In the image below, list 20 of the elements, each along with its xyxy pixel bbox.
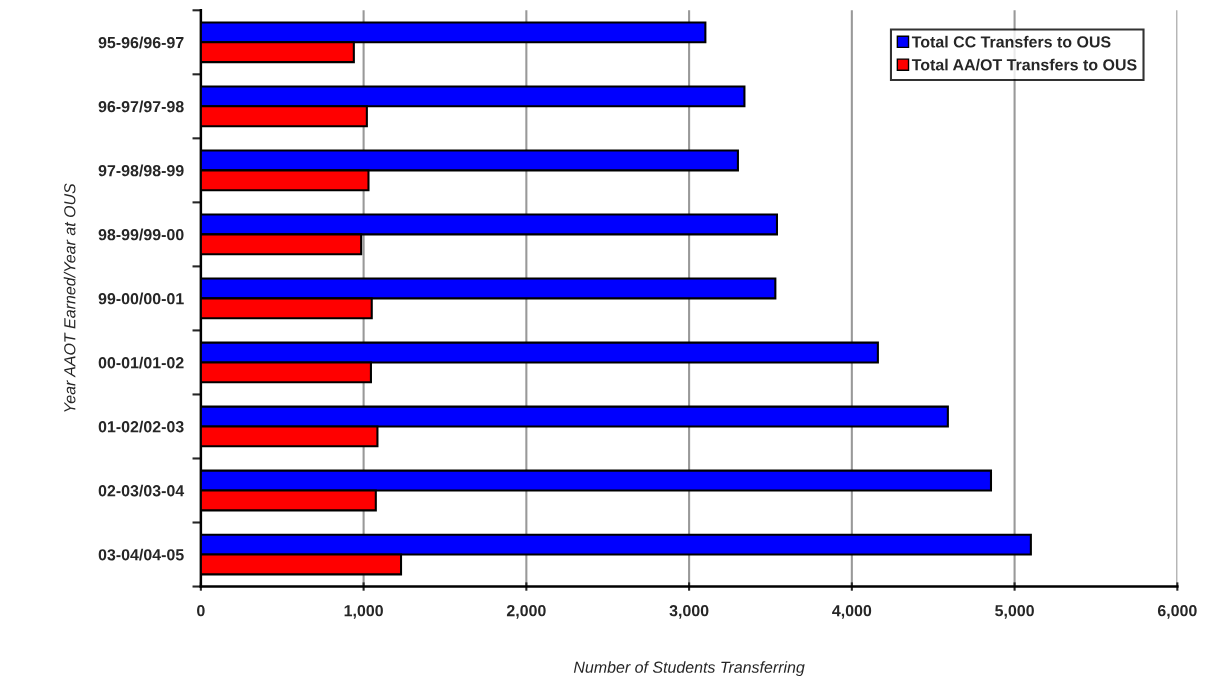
x-tick-label: 6,000 xyxy=(1157,605,1197,619)
y-tick-label: 96-97/97-98 xyxy=(98,100,184,113)
x-tick-label: 3,000 xyxy=(669,605,709,619)
y-tick-label: 98-99/99-00 xyxy=(98,228,184,241)
legend-label: Total AA/OT Transfers to OUS xyxy=(911,58,1137,71)
y-tick-label: 95-96/96-97 xyxy=(98,36,184,49)
x-axis-title: Number of Students Transferring xyxy=(573,661,805,677)
y-tick-label: 00-01/01-02 xyxy=(98,356,184,369)
y-tick-label: 01-02/02-03 xyxy=(98,420,184,433)
legend-label: Total CC Transfers to OUS xyxy=(911,35,1111,48)
y-tick-label: 99-00/00-01 xyxy=(98,292,184,305)
x-tick-label: 5,000 xyxy=(995,605,1034,619)
x-tick-label: 2,000 xyxy=(506,605,546,619)
x-tick-label: 1,000 xyxy=(344,605,383,619)
y-tick-label: 03-04/04-05 xyxy=(98,548,184,561)
y-tick-label: 02-03/03-04 xyxy=(98,484,185,497)
y-tick-label: 97-98/98-99 xyxy=(98,164,184,177)
x-tick-label: 4,000 xyxy=(832,605,872,619)
y-axis-title: Year AAOT Earned/Year at OUS xyxy=(63,183,76,412)
x-tick-label: 0 xyxy=(197,605,205,617)
